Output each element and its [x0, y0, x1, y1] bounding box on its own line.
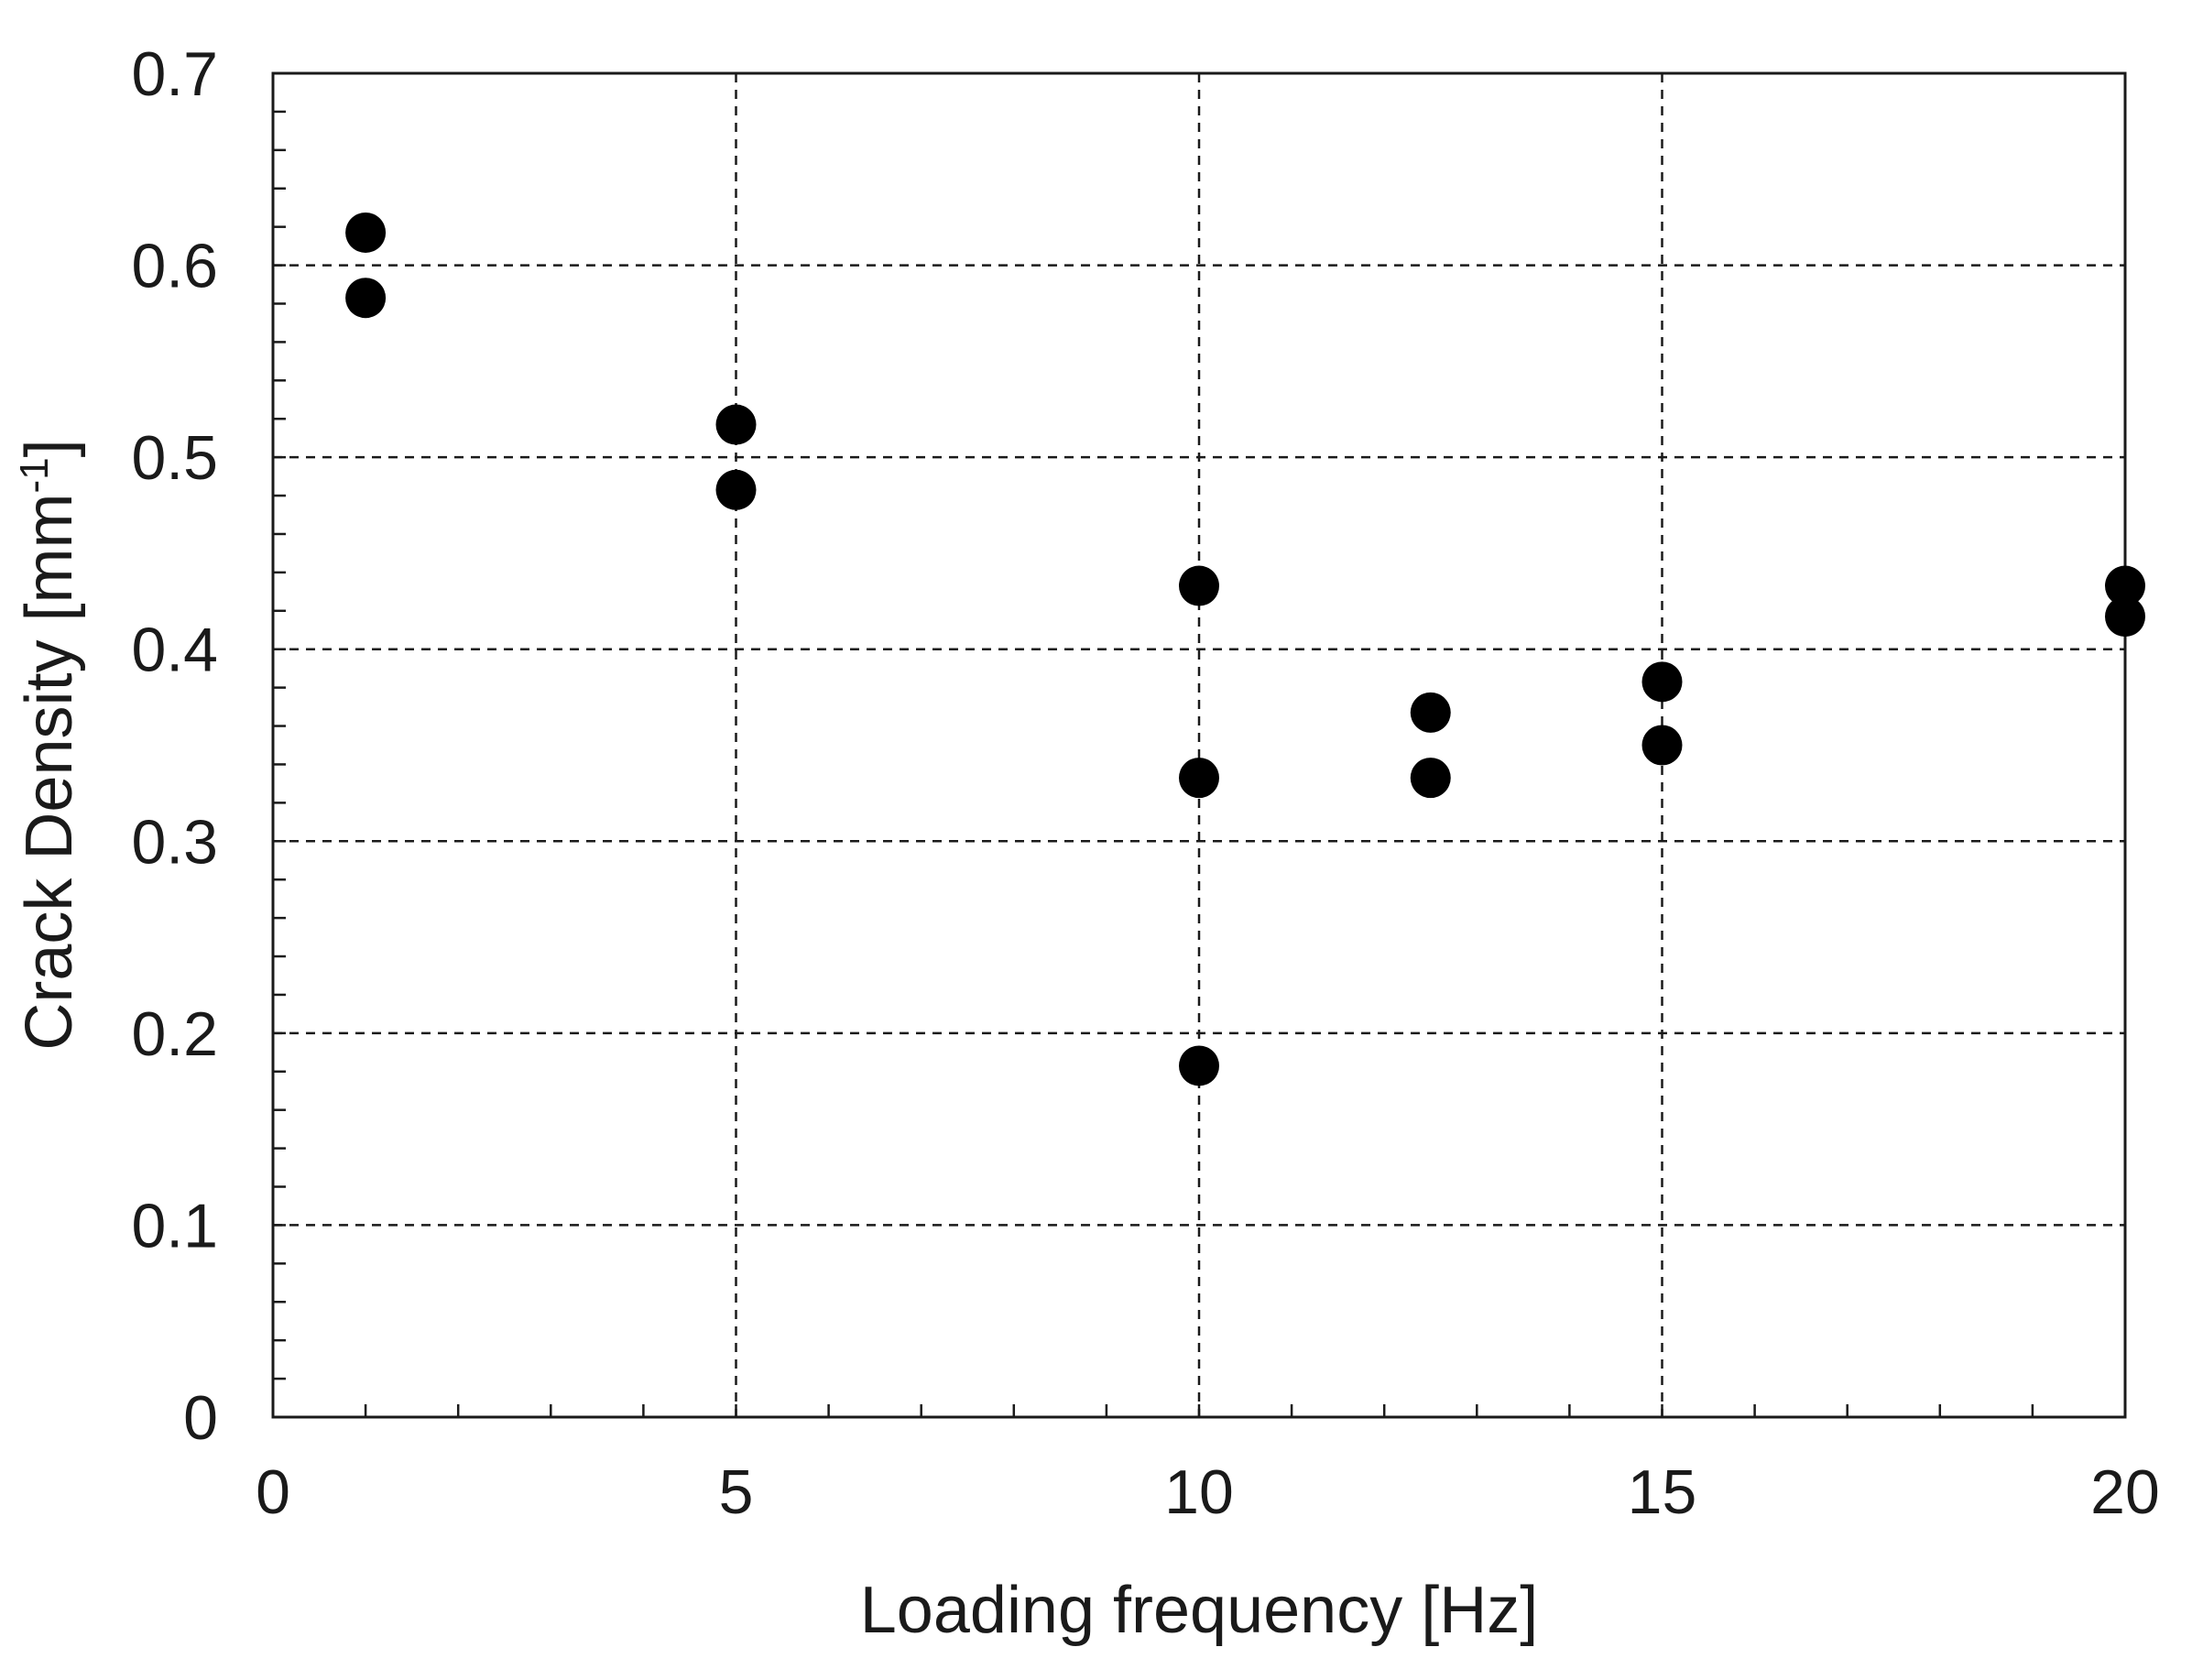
y-tick-label: 0.4	[131, 616, 218, 685]
x-tick-label: 10	[1164, 1457, 1234, 1527]
minor-ticks	[273, 110, 2034, 1417]
data-point	[1641, 725, 1683, 766]
y-tick-label: 0.1	[131, 1191, 218, 1260]
data-point	[715, 404, 757, 445]
data-point	[1179, 758, 1219, 799]
data-point	[715, 469, 757, 510]
data-point	[1179, 565, 1219, 606]
y-axis-label-superscript: -1	[12, 457, 57, 493]
y-tick-label: 0.5	[131, 423, 218, 493]
x-tick-label: 0	[256, 1457, 290, 1527]
y-axis-label-end: ]	[13, 439, 86, 457]
data-point	[1641, 661, 1683, 703]
data-point	[345, 212, 387, 253]
y-axis-label: Crack Density [mm-1]	[12, 439, 86, 1050]
data-points	[345, 212, 2145, 1086]
plot-frame	[271, 71, 2127, 1419]
x-tick-label: 20	[2090, 1457, 2160, 1527]
data-point	[1410, 692, 1451, 733]
data-point	[1179, 1045, 1219, 1086]
x-tick-label: 5	[719, 1457, 754, 1527]
data-point	[2105, 565, 2145, 606]
y-axis-label-main: Crack Density [mm	[13, 494, 86, 1051]
y-tick-label: 0.6	[131, 232, 218, 301]
data-point	[1410, 758, 1451, 799]
y-tick-label: 0.2	[131, 999, 218, 1069]
grid-lines	[273, 73, 2125, 1417]
y-tick-labels: 0 0.1 0.2 0.3 0.4 0.5 0.6 0.7	[131, 39, 218, 1453]
x-tick-label: 15	[1628, 1457, 1697, 1527]
data-point	[2105, 596, 2145, 638]
y-tick-label: 0	[183, 1383, 218, 1453]
y-tick-label: 0.7	[131, 39, 218, 109]
y-tick-label: 0.3	[131, 807, 218, 877]
data-point	[345, 278, 387, 319]
x-tick-labels: 0 5 10 15 20	[256, 1457, 2160, 1527]
x-axis-label: Loading frequency [Hz]	[860, 1574, 1538, 1647]
